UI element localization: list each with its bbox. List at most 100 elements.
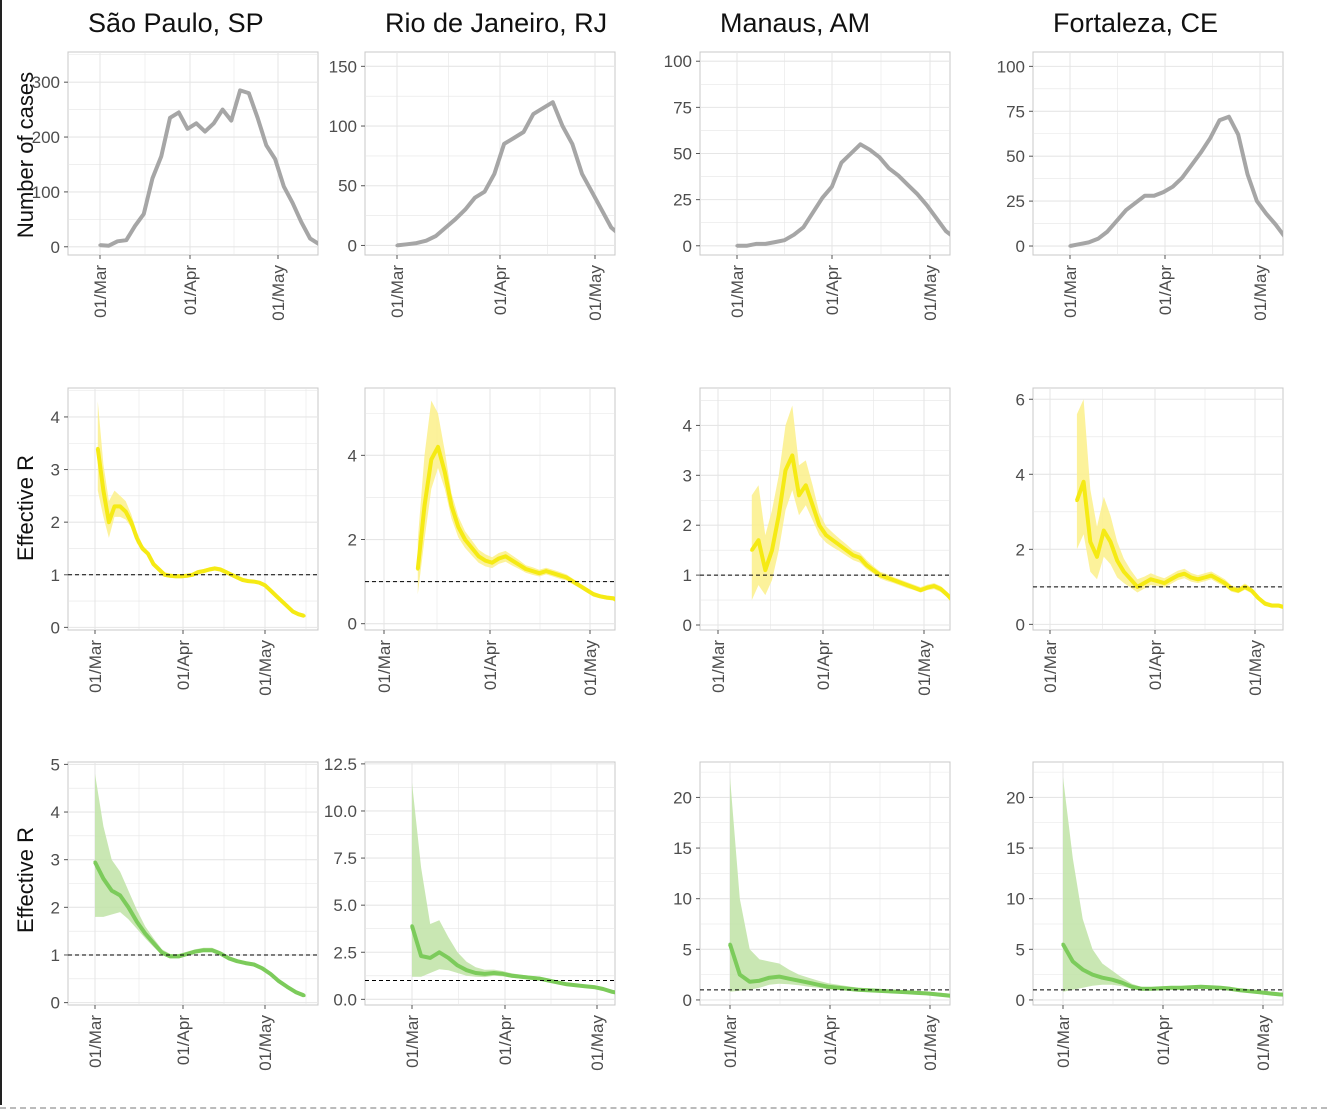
data-point (960, 608, 963, 611)
data-point (168, 116, 172, 120)
data-point (135, 920, 139, 924)
data-point (247, 91, 251, 95)
data-point (174, 574, 178, 578)
data-point (639, 241, 642, 244)
panel-2-3: 0 5 10 15 20 01/Mar 01/Apr 01/May (1006, 761, 1284, 1071)
data-point (168, 954, 172, 959)
data-point (238, 88, 242, 93)
data-point (1100, 976, 1104, 980)
data-point (1115, 219, 1119, 223)
data-point (291, 609, 295, 614)
data-point (1159, 986, 1163, 990)
data-point (974, 988, 977, 991)
data-point (585, 588, 589, 592)
bottom-divider (0, 1107, 1327, 1109)
data-point (1115, 558, 1119, 563)
series-cases-line (99, 88, 318, 248)
data-point (1152, 194, 1156, 198)
data-point (101, 488, 105, 493)
data-point (763, 242, 768, 246)
data-point (1199, 985, 1203, 989)
data-point (107, 520, 111, 524)
data-point (252, 962, 256, 967)
data-point (944, 229, 948, 233)
data-point (1179, 986, 1183, 990)
data-point (797, 979, 801, 983)
data-point (612, 596, 615, 601)
data-point (782, 238, 787, 242)
data-point (419, 954, 423, 958)
y-tick-label: 100 (997, 57, 1025, 76)
data-point (218, 567, 223, 572)
data-point (836, 986, 840, 990)
data-point (101, 877, 105, 881)
series-r-line (728, 943, 950, 998)
data-point (905, 990, 909, 994)
data-point (207, 567, 211, 572)
data-point (1255, 199, 1259, 203)
data-point (735, 244, 739, 248)
data-point (476, 554, 481, 558)
data-point (1189, 985, 1193, 989)
data-point (1236, 589, 1240, 593)
y-tick-label: 75 (673, 98, 692, 117)
data-point (1208, 985, 1213, 989)
data-point (1208, 136, 1212, 140)
data-point (1302, 243, 1305, 246)
data-point (196, 570, 200, 574)
data-point (824, 533, 828, 537)
y-tick-label: 5 (51, 755, 60, 774)
data-point (463, 537, 467, 542)
data-point (446, 956, 450, 960)
x-tick-label: 01/Apr (821, 1015, 840, 1065)
data-point (570, 142, 574, 146)
data-point (844, 548, 848, 552)
data-point (1236, 133, 1240, 137)
data-point (1169, 986, 1173, 990)
y-tick-label: 50 (338, 177, 357, 196)
data-point (1284, 606, 1287, 609)
data-point (1273, 222, 1278, 227)
data-point (264, 143, 268, 147)
data-point (285, 604, 289, 608)
y-tick-label: 4 (683, 416, 692, 435)
data-point (243, 961, 248, 965)
x-tick-label: 01/Mar (1054, 1015, 1073, 1068)
data-point (1071, 959, 1075, 964)
plot-area (365, 782, 632, 995)
data-point (202, 569, 206, 573)
x-tick-label: 01/May (1254, 1015, 1273, 1071)
y-tick-label: 0.0 (333, 990, 357, 1009)
data-point (609, 225, 613, 230)
data-point (150, 176, 155, 180)
plot-area (395, 100, 642, 248)
data-point (558, 573, 562, 577)
plot-area (1033, 777, 1283, 997)
data-point (1096, 237, 1100, 241)
data-point (896, 174, 900, 178)
data-point (218, 951, 223, 956)
data-point (973, 242, 976, 245)
panel-title-1: Rio de Janeiro, RJ (385, 8, 607, 38)
data-point (925, 991, 929, 995)
data-point (1267, 991, 1272, 995)
data-point (574, 983, 578, 987)
data-point (260, 966, 264, 970)
data-point (858, 556, 862, 560)
data-point (610, 990, 614, 994)
data-point (190, 573, 195, 577)
data-point (1077, 242, 1081, 246)
data-point (1248, 989, 1252, 993)
data-point (629, 992, 632, 995)
y-tick-label: 200 (32, 128, 60, 147)
x-tick-label: 01/Apr (496, 1015, 515, 1065)
data-point (906, 183, 910, 187)
data-point (1120, 981, 1124, 985)
data-point (1155, 579, 1160, 583)
data-point (1202, 575, 1207, 580)
data-point (302, 993, 306, 998)
y-tick-label: 10.0 (324, 802, 357, 821)
panel-2-2: 0 5 10 15 20 01/Mar 01/Apr 01/May (673, 761, 977, 1071)
panel-2-0: 0 1 2 3 4 5 01/Mar 01/Apr 01/May (51, 755, 319, 1071)
